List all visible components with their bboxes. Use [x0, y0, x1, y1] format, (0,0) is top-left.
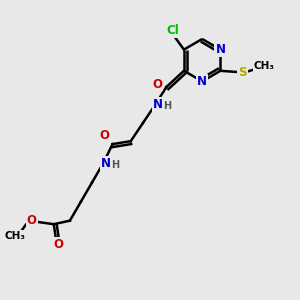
Text: H: H	[163, 101, 171, 111]
Text: N: N	[215, 43, 225, 56]
Text: Cl: Cl	[167, 24, 179, 37]
Text: S: S	[238, 66, 247, 79]
Text: O: O	[27, 214, 37, 227]
Text: N: N	[153, 98, 163, 111]
Text: N: N	[197, 75, 207, 88]
Text: O: O	[152, 77, 162, 91]
Text: O: O	[53, 238, 64, 251]
Text: H: H	[111, 160, 119, 170]
Text: N: N	[100, 157, 111, 170]
Text: CH₃: CH₃	[254, 61, 275, 71]
Text: O: O	[99, 129, 110, 142]
Text: CH₃: CH₃	[5, 231, 26, 241]
